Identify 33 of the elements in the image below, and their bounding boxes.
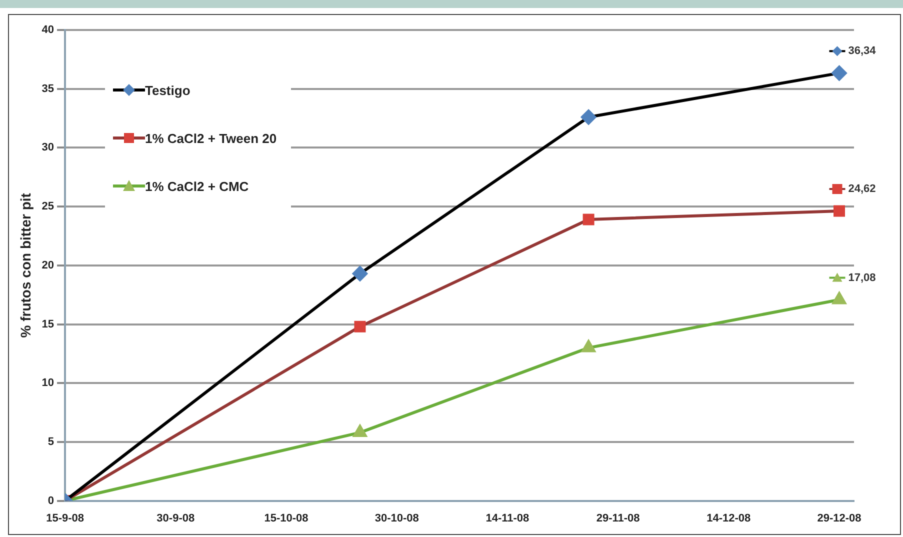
y-tick-label: 25 (42, 200, 54, 213)
y-tick-label: 5 (48, 436, 54, 448)
y-tick-label: 20 (42, 259, 54, 272)
y-tick-label: 10 (42, 377, 54, 390)
point (353, 425, 367, 438)
point (354, 320, 366, 332)
y-tick-label: 35 (42, 82, 54, 95)
legend-label: 1% CaCl2 + Tween 20 (145, 130, 277, 146)
point (582, 214, 594, 226)
x-tick-label: 14-12-08 (706, 512, 751, 524)
y-axis-title: % frutos con bitter pit (17, 192, 34, 338)
point (581, 110, 596, 125)
x-tick-label: 29-11-08 (596, 512, 640, 524)
x-tick-label: 14-11-08 (486, 512, 530, 524)
x-tick-label: 29-12-08 (817, 512, 862, 524)
point (832, 292, 846, 304)
x-tick-label: 15-10-08 (264, 512, 308, 524)
x-tick-label: 30-10-08 (374, 512, 419, 524)
legend-label: Testigo (145, 82, 190, 98)
data-label: 17,08 (848, 272, 876, 284)
y-tick-label: 0 (48, 494, 54, 507)
y-tick-label: 15 (42, 318, 54, 330)
point (834, 205, 845, 217)
legend-label: 1% CaCl2 + CMC (145, 178, 249, 194)
x-tick-label: 30-9-08 (156, 512, 195, 524)
x-tick-label: 15-9-08 (46, 512, 84, 524)
y-tick-label: 30 (42, 142, 54, 154)
point (832, 66, 847, 81)
y-tick-label: 40 (42, 24, 54, 36)
data-label: 24,62 (848, 183, 876, 196)
data-label: 36,34 (848, 45, 877, 58)
point (352, 266, 368, 282)
point (582, 340, 596, 352)
